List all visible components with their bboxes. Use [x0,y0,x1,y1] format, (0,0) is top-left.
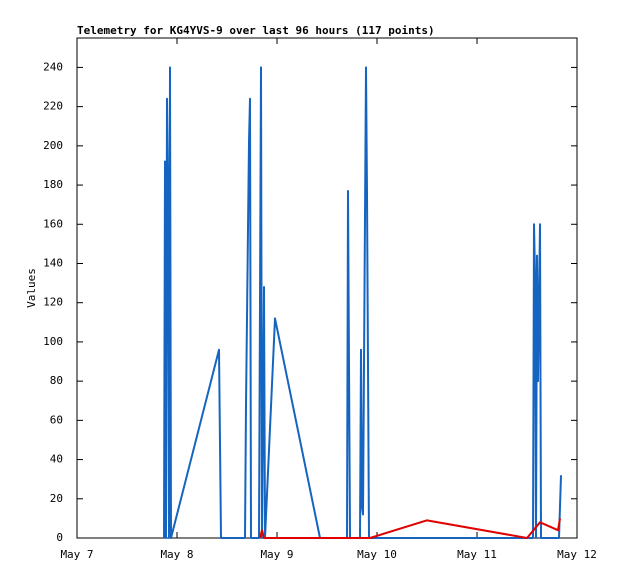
y-axis-label: Values [25,268,38,308]
y-tick-label: 120 [43,296,63,309]
y-tick-label: 180 [43,178,63,191]
series-line [163,66,562,539]
y-tick-label: 140 [43,256,63,269]
x-tick-label: May 9 [260,548,293,561]
y-tick-label: 20 [50,492,63,505]
y-tick-label: 80 [50,374,63,387]
y-tick-label: 100 [43,335,63,348]
y-tick-label: 220 [43,100,63,113]
plot-frame [76,37,578,539]
y-tick-label: 0 [56,531,63,544]
series-line [259,518,561,539]
y-tick-label: 200 [43,139,63,152]
x-tick-label: May 10 [357,548,397,561]
x-tick-label: May 8 [160,548,193,561]
x-tick-label: May 7 [60,548,93,561]
y-tick-label: 40 [50,453,63,466]
y-tick-label: 240 [43,60,63,73]
y-tick-label: 60 [50,413,63,426]
x-tick-label: May 11 [457,548,497,561]
x-tick-label: May 12 [557,548,597,561]
y-tick-label: 160 [43,217,63,230]
chart-title: Telemetry for KG4YVS-9 over last 96 hour… [77,24,435,37]
